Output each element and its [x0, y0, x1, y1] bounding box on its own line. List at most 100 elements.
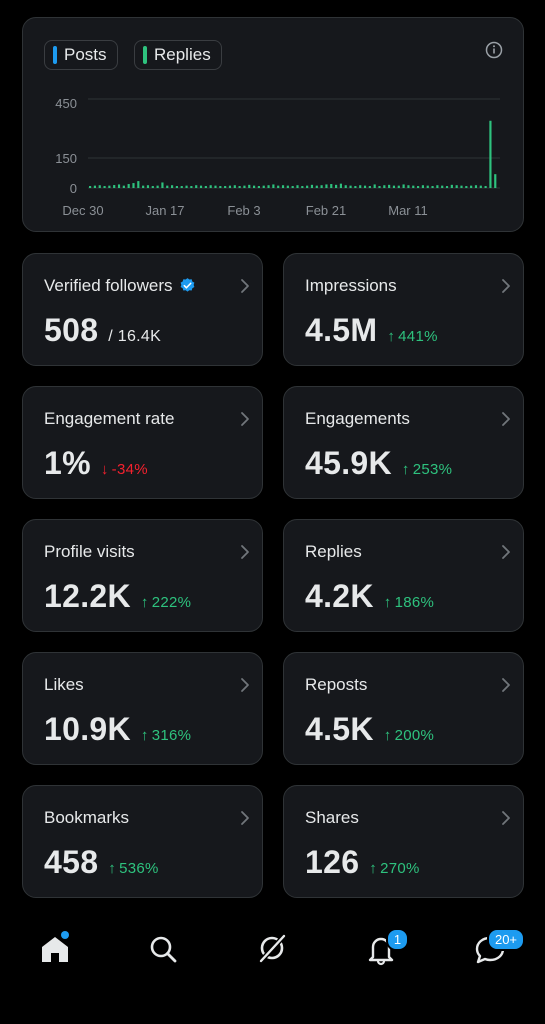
search-icon — [150, 936, 177, 963]
bar-replies — [383, 185, 386, 188]
bar-replies — [378, 186, 381, 188]
bar-replies — [122, 185, 125, 188]
bar-replies — [470, 185, 473, 188]
nav-notifications[interactable]: 1 — [364, 928, 409, 966]
stat-change: ↓ -34% — [101, 461, 148, 478]
bar-replies — [137, 181, 140, 188]
bar-replies — [89, 186, 92, 188]
bar-replies — [349, 185, 352, 188]
bar-replies — [132, 183, 135, 188]
bar-replies — [117, 184, 121, 188]
bar-replies — [156, 185, 159, 188]
bar-replies — [445, 186, 449, 188]
stat-value: 4.5M — [305, 312, 378, 348]
bar-replies — [281, 185, 285, 188]
chevron-right-icon — [240, 278, 250, 299]
bar-replies — [441, 185, 444, 188]
arrow-up-icon: ↑ — [140, 727, 149, 744]
stat-label-text: Engagement rate — [44, 409, 175, 428]
bar-replies — [368, 186, 371, 188]
legend-replies-toggle[interactable]: Replies — [134, 40, 222, 70]
nav-home[interactable] — [38, 930, 72, 966]
stat-label: Replies — [305, 542, 362, 562]
bar-replies — [243, 185, 246, 188]
chevron-right-icon — [501, 544, 511, 565]
bar-replies — [296, 185, 299, 188]
bar-replies — [460, 185, 463, 188]
stat-value: 1% — [44, 445, 91, 481]
y-tick-450: 450 — [55, 96, 77, 111]
bar-replies — [93, 185, 96, 188]
stat-label-text: Bookmarks — [44, 808, 130, 827]
bar-replies — [151, 186, 154, 188]
stat-card-engagement-rate[interactable]: Engagement rate 1% ↓ -34% — [22, 386, 263, 499]
home-icon — [42, 931, 69, 962]
stat-card-verified-followers[interactable]: Verified followers 508 / 16.4K — [22, 253, 263, 366]
stat-value: 4.2K — [305, 578, 374, 614]
stat-label: Likes — [44, 675, 84, 695]
chart-plot: 450 150 0 Dec 30 Jan 17 Feb 3 Feb 21 Mar… — [55, 96, 500, 218]
stat-card-bookmarks[interactable]: Bookmarks 458 ↑ 536% — [22, 785, 263, 898]
stat-label: Profile visits — [44, 542, 135, 562]
nav-messages[interactable]: 20+ — [473, 928, 525, 966]
stat-card-profile-visits[interactable]: Profile visits 12.2K ↑ 222% — [22, 519, 263, 632]
stat-value-row: 4.5M ↑ 441% — [305, 312, 438, 349]
stat-value: 4.5K — [305, 711, 374, 747]
chevron-right-icon — [240, 544, 250, 565]
stat-label: Engagements — [305, 409, 410, 429]
bar-replies — [267, 185, 270, 188]
bar-replies — [209, 185, 212, 188]
stat-label-text: Engagements — [305, 409, 410, 428]
stat-change-value: 441% — [398, 328, 438, 345]
arrow-down-icon: ↓ — [100, 461, 109, 478]
stat-change: ↑ 253% — [402, 461, 452, 478]
stat-value-row: 126 ↑ 270% — [305, 844, 420, 881]
stat-value: 45.9K — [305, 445, 392, 481]
bar-replies — [253, 185, 256, 188]
posts-swatch — [53, 46, 57, 64]
stat-change: ↑ 186% — [384, 594, 434, 611]
bar-replies — [146, 185, 150, 188]
stat-card-engagements[interactable]: Engagements 45.9K ↑ 253% — [283, 386, 524, 499]
bar-replies — [436, 185, 439, 188]
bar-replies — [204, 186, 207, 188]
bar-replies — [484, 186, 487, 188]
arrow-up-icon: ↑ — [383, 594, 392, 611]
y-tick-150: 150 — [55, 151, 77, 166]
bar-replies — [310, 184, 314, 188]
bar-replies — [103, 186, 106, 188]
stat-card-shares[interactable]: Shares 126 ↑ 270% — [283, 785, 524, 898]
chevron-right-icon — [501, 677, 511, 698]
stat-change-value: -34% — [111, 461, 148, 478]
stat-card-likes[interactable]: Likes 10.9K ↑ 316% — [22, 652, 263, 765]
info-icon[interactable] — [485, 41, 503, 64]
bar-replies — [344, 185, 347, 188]
bar-replies — [199, 185, 203, 188]
stat-value-row: 508 / 16.4K — [44, 312, 161, 349]
chevron-right-icon — [240, 677, 250, 698]
legend-posts-toggle[interactable]: Posts — [44, 40, 118, 70]
bar-replies — [277, 185, 280, 188]
messages-badge: 20+ — [487, 928, 525, 951]
stat-card-replies[interactable]: Replies 4.2K ↑ 186% — [283, 519, 524, 632]
stat-label: Impressions — [305, 276, 397, 296]
stat-label: Reposts — [305, 675, 367, 695]
stat-change-value: 316% — [151, 727, 192, 744]
bar-replies — [388, 184, 391, 188]
stat-card-impressions[interactable]: Impressions 4.5M ↑ 441% — [283, 253, 524, 366]
stat-change-value: 222% — [151, 594, 192, 611]
bar-replies — [219, 186, 222, 188]
nav-grok[interactable] — [255, 930, 289, 966]
nav-search[interactable] — [146, 930, 180, 966]
bar-replies — [397, 185, 400, 188]
stat-card-reposts[interactable]: Reposts 4.5K ↑ 200% — [283, 652, 524, 765]
notifications-badge: 1 — [386, 928, 409, 951]
bar-replies — [108, 185, 111, 188]
bar-replies — [175, 186, 178, 188]
bar-replies — [421, 185, 424, 188]
legend-replies-label: Replies — [154, 45, 211, 64]
chevron-right-icon — [501, 278, 511, 299]
stat-label-text: Impressions — [305, 276, 397, 295]
arrow-up-icon: ↑ — [401, 461, 410, 478]
bar-replies — [489, 120, 492, 188]
